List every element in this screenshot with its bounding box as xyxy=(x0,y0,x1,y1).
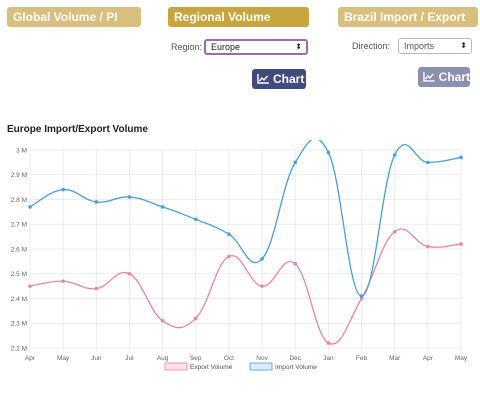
y-tick-label: 3 M xyxy=(16,147,27,154)
import-volume-point xyxy=(127,195,132,199)
export-volume-point xyxy=(160,318,165,323)
export-volume-point xyxy=(127,271,132,276)
import-volume-point xyxy=(459,155,463,160)
region-label: Region: xyxy=(171,42,203,52)
export-volume-point xyxy=(459,242,463,246)
x-tick-label: Apr xyxy=(423,355,434,362)
import-volume-point xyxy=(260,257,264,261)
import-volume-point xyxy=(94,200,99,204)
import-volume-point xyxy=(160,205,165,209)
x-tick-label: May xyxy=(455,355,468,362)
export-volume-point xyxy=(293,262,298,266)
import-volume-point xyxy=(426,160,430,165)
direction-select-value: Imports xyxy=(404,41,435,51)
export-volume-point xyxy=(326,341,331,345)
export-volume-point xyxy=(359,296,364,301)
direction-label: Direction: xyxy=(352,41,391,51)
line-chart-icon xyxy=(257,74,269,84)
region-select[interactable]: Europe ⬍ xyxy=(204,39,308,55)
import-volume-point xyxy=(28,205,32,209)
y-tick-label: 2.4 M xyxy=(11,296,27,303)
chart-button-label: Chart xyxy=(273,72,305,86)
import-volume-point xyxy=(227,232,231,236)
x-tick-label: Dec xyxy=(289,355,301,362)
export-volume-line xyxy=(29,228,462,345)
export-volume-point xyxy=(94,286,99,291)
x-tick-label: Oct xyxy=(224,355,234,362)
select-caret-icon: ⬍ xyxy=(295,42,302,51)
x-tick-label: Jun xyxy=(91,355,102,362)
x-tick-label: Aug xyxy=(157,355,169,362)
export-volume-point xyxy=(28,284,32,288)
import-volume-point xyxy=(193,217,198,222)
export-volume-point xyxy=(426,244,430,249)
export-volume-point xyxy=(392,229,397,234)
y-tick-label: 2.2 M xyxy=(11,345,27,352)
x-tick-label: Mar xyxy=(389,355,401,362)
brazil-chart-button[interactable]: Chart xyxy=(418,67,470,87)
regional-chart-button[interactable]: Chart xyxy=(252,69,306,89)
direction-select[interactable]: Imports ⬍ xyxy=(398,38,472,54)
export-volume-point xyxy=(260,284,264,288)
import-volume-point xyxy=(359,294,364,298)
x-tick-label: Feb xyxy=(356,355,368,362)
chart-title: Europe Import/Export Volume xyxy=(7,124,148,135)
import-volume-point xyxy=(326,150,331,155)
chart-button-label: Chart xyxy=(438,70,470,84)
y-tick-label: 2.6 M xyxy=(11,246,27,253)
import-volume-legend-label: Import Volume xyxy=(275,364,317,371)
import-volume-point xyxy=(392,153,397,157)
y-tick-label: 2.3 M xyxy=(11,321,27,328)
tab-global-volume[interactable]: Global Volume / PI xyxy=(7,7,141,27)
y-tick-label: 2.9 M xyxy=(11,172,27,179)
import-volume-legend-swatch xyxy=(249,362,273,371)
export-volume-point xyxy=(61,279,65,283)
line-chart-icon xyxy=(423,72,435,82)
export-volume-point xyxy=(193,316,198,321)
x-tick-label: Jul xyxy=(125,355,134,362)
x-tick-label: Jan xyxy=(323,355,334,362)
export-volume-point xyxy=(227,254,231,259)
tab-regional-volume[interactable]: Regional Volume xyxy=(168,7,309,27)
import-volume-line xyxy=(29,140,462,297)
export-volume-legend-label: Export Volume xyxy=(190,364,233,371)
y-tick-label: 2.7 M xyxy=(11,222,27,229)
x-tick-label: Sep xyxy=(190,355,202,362)
region-select-value: Europe xyxy=(211,42,241,52)
x-tick-label: Nov xyxy=(256,355,268,362)
tab-brazil-import-export[interactable]: Brazil Import / Export xyxy=(338,7,478,27)
y-tick-label: 2.5 M xyxy=(11,271,27,278)
x-tick-label: Apr xyxy=(25,355,36,362)
import-volume-point xyxy=(61,187,65,192)
y-tick-label: 2.8 M xyxy=(11,197,27,204)
export-volume-legend-swatch xyxy=(164,362,188,371)
import-export-line-chart: 2.2 M 2.3 M 2.4 M 2.5 M 2.6 M 2.7 M 2.8 M 2.9 M… xyxy=(11,140,468,371)
select-caret-icon: ⬍ xyxy=(460,41,467,50)
x-tick-label: May xyxy=(57,355,70,362)
import-volume-point xyxy=(293,160,298,165)
